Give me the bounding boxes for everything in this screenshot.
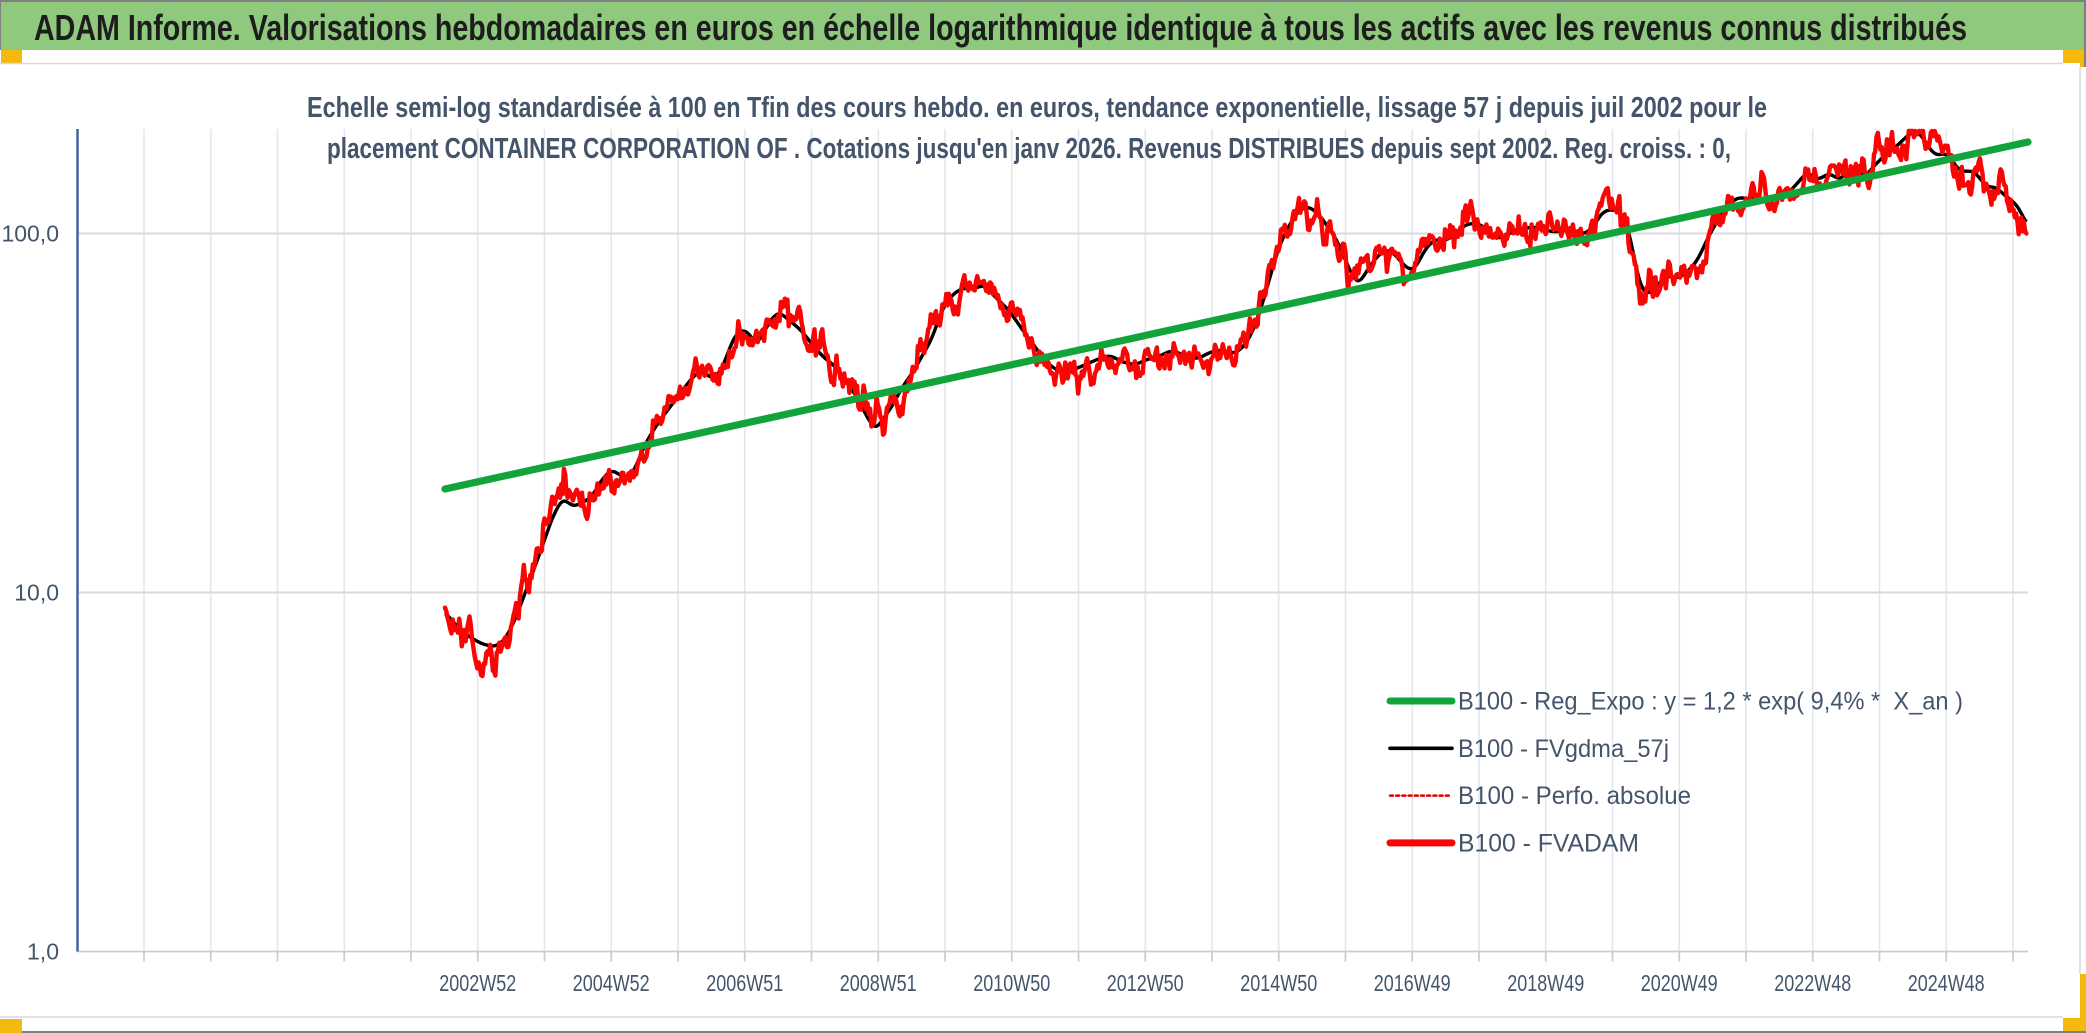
svg-text:2006W51: 2006W51 [706,970,783,996]
svg-text:2018W49: 2018W49 [1507,970,1584,996]
svg-text:10,0: 10,0 [14,580,59,606]
svg-text:2008W51: 2008W51 [840,970,917,996]
svg-text:B100 - FVgdma_57j: B100 - FVgdma_57j [1458,735,1669,763]
svg-text:ADAM Informe. Valorisations he: ADAM Informe. Valorisations hebdomadaire… [34,7,1967,48]
svg-text:1,0: 1,0 [27,939,59,965]
svg-text:100,0: 100,0 [1,221,59,247]
svg-text:2020W49: 2020W49 [1641,970,1718,996]
svg-text:2010W50: 2010W50 [973,970,1050,996]
svg-text:Echelle semi-log standardisée: Echelle semi-log standardisée à 100 en T… [307,92,1767,124]
svg-text:2016W49: 2016W49 [1374,970,1451,996]
svg-text:placement CONTAINER CORPORATIO: placement CONTAINER CORPORATION OF . Cot… [327,133,1731,165]
svg-text:2022W48: 2022W48 [1774,970,1851,996]
svg-text:2002W52: 2002W52 [439,970,516,996]
svg-text:B100 - FVADAM: B100 - FVADAM [1458,829,1639,857]
svg-text:2014W50: 2014W50 [1240,970,1317,996]
svg-text:B100 - Perfo. absolue: B100 - Perfo. absolue [1458,782,1691,810]
svg-text:2004W52: 2004W52 [573,970,650,996]
svg-text:2024W48: 2024W48 [1908,970,1985,996]
svg-text:2012W50: 2012W50 [1107,970,1184,996]
svg-text:B100 - Reg_Expo : y = 1,2 * ex: B100 - Reg_Expo : y = 1,2 * exp( 9,4% * … [1458,688,1963,716]
